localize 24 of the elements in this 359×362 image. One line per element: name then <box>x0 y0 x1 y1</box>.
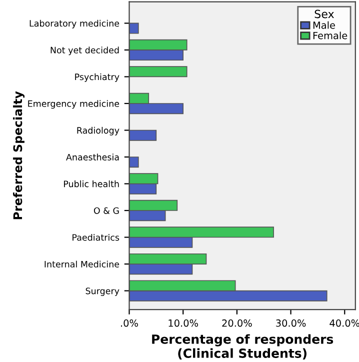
x-tick-label: 20.0% <box>222 319 252 327</box>
y-tick-label: Paediatrics <box>72 234 120 241</box>
bar <box>129 156 139 168</box>
y-tick-label: Not yet decided <box>50 46 119 56</box>
y-axis-title: Preferred Specialty <box>13 91 25 220</box>
legend-label: Female <box>313 32 348 40</box>
x-tick-label: 30.0% <box>276 319 306 327</box>
legend-label: Male <box>313 21 335 29</box>
y-tick-label: Internal Medicine <box>44 260 120 268</box>
y-tick-label: Radiology <box>77 126 120 136</box>
y-tick-label: Laboratory medicine <box>30 20 120 28</box>
legend-title: Sex <box>314 10 334 18</box>
x-tick-label: .0% <box>121 319 138 327</box>
y-tick-label: Surgery <box>86 288 120 296</box>
y-tick-label: Anaesthesia <box>66 154 119 160</box>
y-tick-label: O & G <box>94 207 119 214</box>
x-tick-label: 10.0% <box>168 319 198 327</box>
bar <box>129 22 139 34</box>
x-axis-title: Percentage of responders (Clinical Students) <box>152 334 334 360</box>
y-tick-label: Psychiatry <box>75 73 120 82</box>
y-tick-label: Emergency medicine <box>28 100 120 109</box>
bar <box>129 66 188 78</box>
bar <box>129 130 157 141</box>
y-tick-label: Public health <box>64 180 119 188</box>
